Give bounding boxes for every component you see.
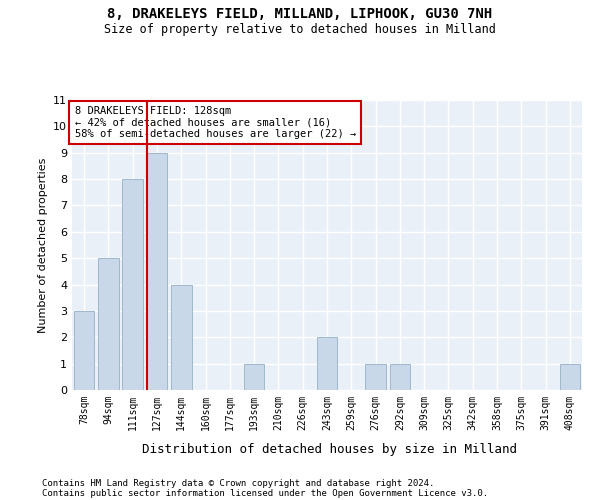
Bar: [171, 284, 191, 390]
Text: 8 DRAKELEYS FIELD: 128sqm
← 42% of detached houses are smaller (16)
58% of semi-: 8 DRAKELEYS FIELD: 128sqm ← 42% of detac…: [74, 106, 356, 139]
Bar: [74, 311, 94, 390]
Text: Contains HM Land Registry data © Crown copyright and database right 2024.: Contains HM Land Registry data © Crown c…: [42, 478, 434, 488]
Text: Distribution of detached houses by size in Milland: Distribution of detached houses by size …: [143, 442, 517, 456]
Text: Contains public sector information licensed under the Open Government Licence v3: Contains public sector information licen…: [42, 488, 488, 498]
Bar: [317, 338, 337, 390]
Bar: [122, 179, 143, 390]
Bar: [98, 258, 119, 390]
Text: 8, DRAKELEYS FIELD, MILLAND, LIPHOOK, GU30 7NH: 8, DRAKELEYS FIELD, MILLAND, LIPHOOK, GU…: [107, 8, 493, 22]
Text: Size of property relative to detached houses in Milland: Size of property relative to detached ho…: [104, 22, 496, 36]
Bar: [146, 152, 167, 390]
Bar: [389, 364, 410, 390]
Y-axis label: Number of detached properties: Number of detached properties: [38, 158, 47, 332]
Bar: [244, 364, 265, 390]
Bar: [365, 364, 386, 390]
Bar: [560, 364, 580, 390]
